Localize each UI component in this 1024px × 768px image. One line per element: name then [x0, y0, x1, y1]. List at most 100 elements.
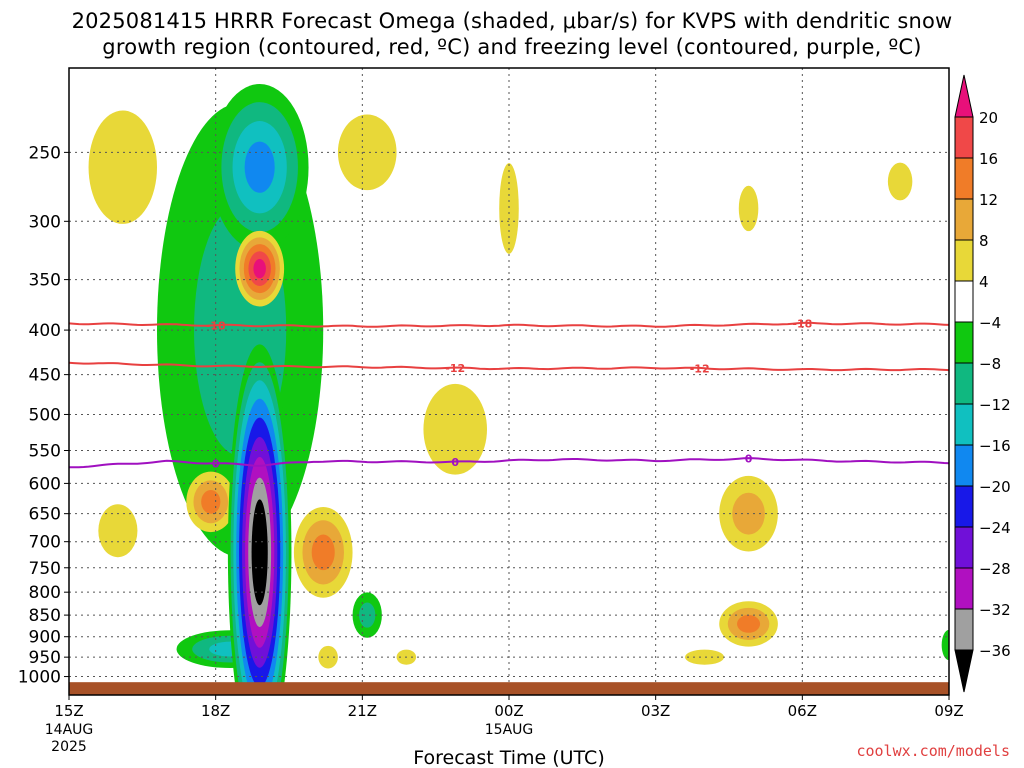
colorbar-band: [954, 526, 974, 569]
colorbar-band: [954, 567, 974, 610]
omega-feature: [88, 110, 157, 224]
contour-label: -12: [690, 362, 710, 375]
y-tick-label: 950: [29, 648, 61, 668]
colorbar-label: 8: [979, 232, 989, 250]
y-tick-label: 850: [29, 606, 61, 626]
contour--12: -12 -12: [69, 361, 949, 375]
x-tick-label: 03Z: [641, 702, 670, 720]
omega-feature: [685, 649, 725, 665]
omega-feature: [186, 471, 236, 533]
omega-shade: [737, 614, 761, 633]
omega-shade: [253, 259, 266, 279]
omega-feature: [293, 506, 353, 598]
y-tick-label: 750: [29, 559, 61, 579]
colorbar-label: −12: [979, 396, 1011, 414]
chart-title-line-1: 2025081415 HRRR Forecast Omega (shaded, …: [71, 9, 953, 33]
colorbar-band: [954, 280, 974, 323]
y-tick-label: 550: [29, 442, 61, 462]
omega-feature: [98, 504, 138, 558]
y-tick-label: 400: [29, 321, 61, 341]
omega-shade: [738, 185, 759, 232]
x-tick-label: 21Z: [348, 702, 377, 720]
colorbar-label: −4: [979, 314, 1001, 332]
omega-feature: [210, 84, 309, 251]
omega-shade: [941, 629, 949, 661]
y-tick-label: 1000: [18, 668, 61, 688]
colorbar-band: [954, 198, 974, 241]
terrain-bar: [69, 682, 949, 695]
y-tick-label: 800: [29, 583, 61, 603]
omega-shade: [685, 649, 725, 665]
y-tick-label: 350: [29, 271, 61, 291]
contour-line: [69, 321, 949, 328]
colorbar-band: [954, 116, 974, 159]
contour-line: [69, 457, 949, 469]
omega-shade: [244, 141, 275, 193]
contour-0: 0 0 0: [69, 453, 949, 470]
omega-shade: [499, 163, 519, 254]
omega-feature: [887, 162, 913, 201]
colorbar-label: 12: [979, 191, 998, 209]
colorbar-label: −28: [979, 560, 1011, 578]
y-tick-label: 500: [29, 405, 61, 425]
omega-feature: [227, 344, 292, 695]
y-tick-label: 700: [29, 533, 61, 553]
chart-title-line-2: growth region (contoured, red, ºC) and f…: [102, 35, 922, 59]
y-tick-label: 250: [29, 143, 61, 163]
omega-shade: [887, 162, 913, 201]
colorbar-label: −24: [979, 519, 1011, 537]
contour-label: -18: [792, 317, 812, 330]
colorbar-label: −8: [979, 355, 1001, 373]
y-tick-label: 450: [29, 366, 61, 386]
omega-shade: [98, 504, 138, 558]
colorbar-label: −32: [979, 601, 1011, 619]
chart-title: 2025081415 HRRR Forecast Omega (shaded, …: [0, 8, 1024, 60]
colorbar-label: 20: [979, 109, 998, 127]
omega-shade: [255, 522, 265, 582]
contour-line: [69, 361, 949, 372]
colorbar-label: −20: [979, 478, 1011, 496]
omega-feature: [499, 163, 519, 254]
x-tick-sublabel: 14AUG: [45, 722, 94, 738]
contour-label: -18: [206, 319, 226, 332]
colorbar-label: 4: [979, 273, 989, 291]
x-axis-label: Forecast Time (UTC): [413, 747, 604, 768]
colorbar-band: [954, 444, 974, 487]
omega-feature: [352, 592, 382, 638]
colorbar-label: −16: [979, 437, 1011, 455]
y-tick-label: 900: [29, 628, 61, 648]
omega-feature: [941, 629, 949, 661]
omega-feature: [423, 383, 487, 475]
omega-shade: [88, 110, 157, 224]
colorbar-label: 16: [979, 150, 998, 168]
colorbar-min-triangle: [954, 649, 974, 693]
colorbar-band: [954, 321, 974, 364]
colorbar-max-triangle: [954, 74, 974, 118]
y-tick-label: 300: [29, 212, 61, 232]
x-tick-sublabel: 15AUG: [485, 722, 534, 738]
contour-label: 0: [451, 456, 459, 469]
site-credit: coolwx.com/models: [856, 742, 1010, 760]
x-tick-label: 09Z: [934, 702, 963, 720]
colorbar-label: −36: [979, 642, 1011, 660]
colorbar-band: [954, 608, 974, 651]
omega-feature: [337, 114, 397, 191]
y-tick-label: 600: [29, 474, 61, 494]
contour-label: 0: [212, 457, 220, 470]
omega-shade: [423, 383, 487, 475]
x-tick-label: 15Z: [54, 702, 83, 720]
omega-shade: [201, 489, 221, 514]
omega-shade: [359, 602, 376, 628]
omega-shade: [311, 534, 335, 571]
omega-feature: [719, 601, 778, 647]
omega-feature: [235, 230, 285, 307]
colorbar-band: [954, 157, 974, 200]
colorbar-band: [954, 239, 974, 282]
x-tick-sublabel: 2025: [51, 739, 87, 755]
x-tick-label: 06Z: [788, 702, 817, 720]
x-tick-label: 00Z: [494, 702, 523, 720]
omega-feature: [738, 185, 759, 232]
contour-label: -12: [445, 362, 465, 375]
colorbar-band: [954, 362, 974, 405]
